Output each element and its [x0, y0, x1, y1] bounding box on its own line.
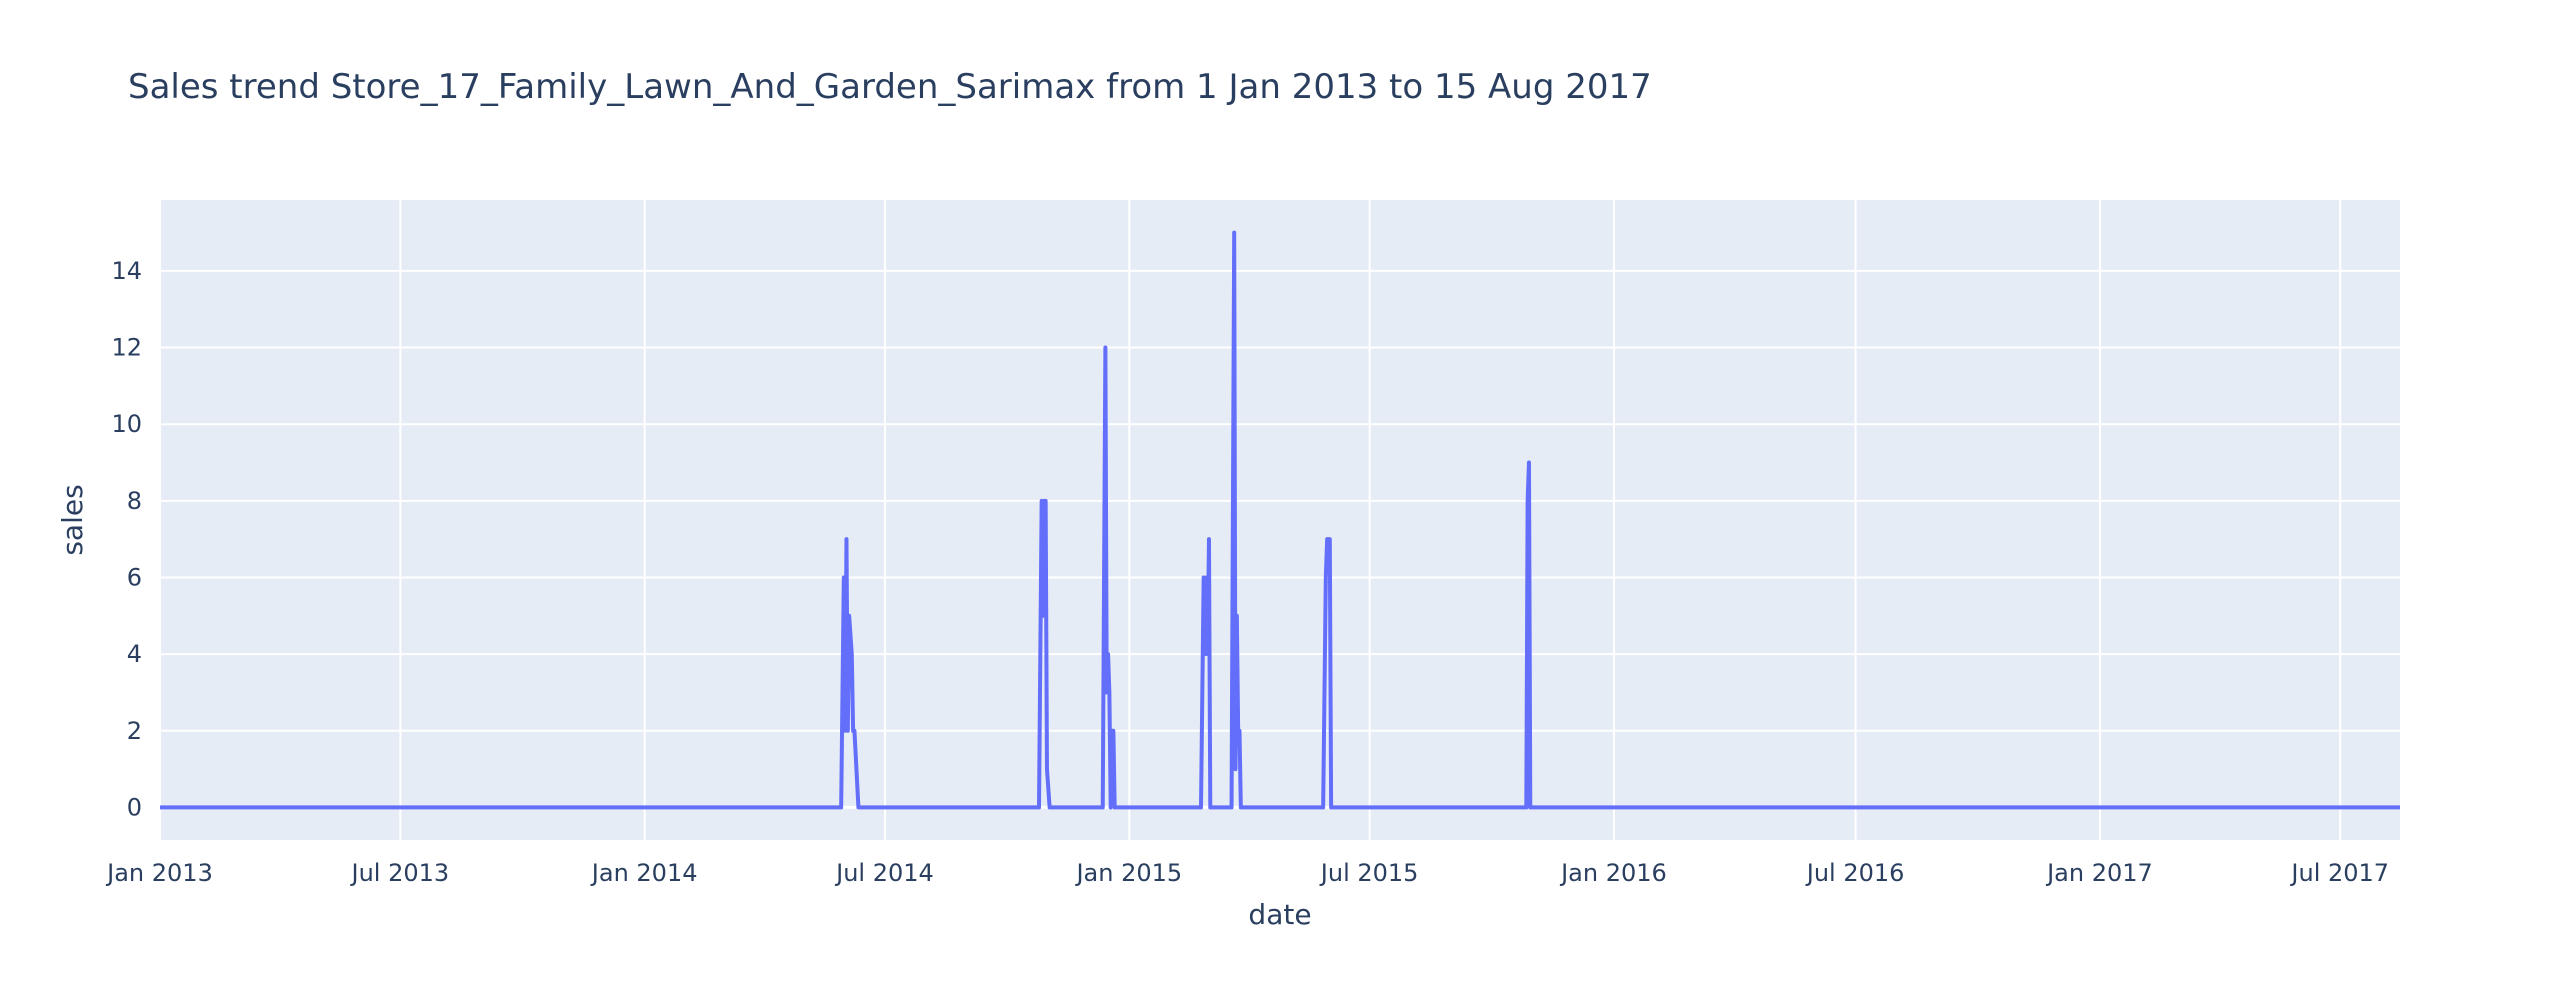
y-tick-label: 10: [111, 410, 142, 438]
chart-title: Sales trend Store_17_Family_Lawn_And_Gar…: [128, 67, 1652, 107]
y-tick-label: 6: [127, 563, 142, 591]
x-tick-label: Jan 2015: [1074, 859, 1182, 887]
x-tick-label: Jan 2013: [105, 859, 213, 887]
sales-series-line: [160, 230, 2400, 810]
y-tick-label: 2: [127, 717, 142, 745]
y-tick-label: 14: [111, 257, 142, 285]
x-tick-label: Jul 2013: [349, 859, 449, 887]
x-tick-label: Jan 2016: [1559, 859, 1667, 887]
x-tick-label: Jul 2017: [2289, 859, 2389, 887]
x-tick-label: Jan 2014: [590, 859, 698, 887]
y-tick-label: 0: [127, 793, 142, 821]
x-axis-title: date: [1248, 898, 1311, 931]
y-tick-label: 4: [127, 640, 142, 668]
x-gridlines: [159, 200, 2342, 840]
y-tick-label: 12: [111, 334, 142, 362]
y-tick-label: 8: [127, 487, 142, 515]
x-tick-label: Jul 2014: [834, 859, 934, 887]
plot-background: [160, 200, 2400, 840]
x-tick-label: Jul 2016: [1805, 859, 1905, 887]
x-tick-label: Jan 2017: [2045, 859, 2153, 887]
y-axis-title: sales: [56, 484, 89, 555]
x-tick-labels: Jan 2013 Jul 2013 Jan 2014 Jul 2014 Jan 2015…: [105, 859, 2389, 887]
y-tick-labels: 0 2 4 6 8 10 12 14: [111, 257, 142, 822]
x-tick-label: Jul 2015: [1319, 859, 1419, 887]
